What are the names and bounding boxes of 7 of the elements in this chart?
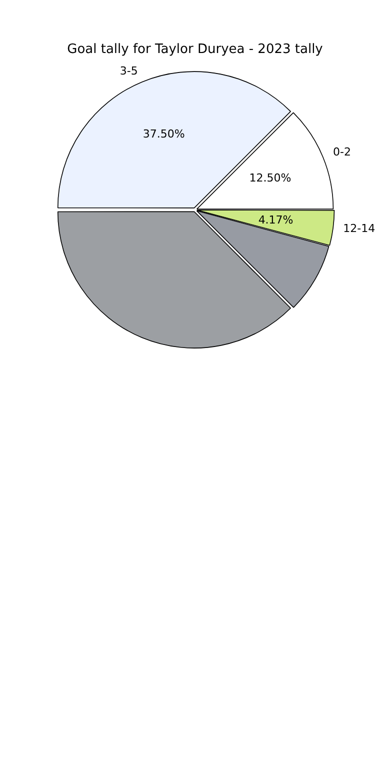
chart-title: Goal tally for Taylor Duryea - 2023 tally <box>67 42 324 58</box>
data-label: 12.50% <box>249 171 292 184</box>
slice-label: 12-14 <box>343 222 376 236</box>
data-label: 4.17% <box>258 213 294 226</box>
slice-label: 0-2 <box>333 145 351 158</box>
slice-label: 3-5 <box>120 64 138 78</box>
data-label: 37.50% <box>142 127 185 140</box>
